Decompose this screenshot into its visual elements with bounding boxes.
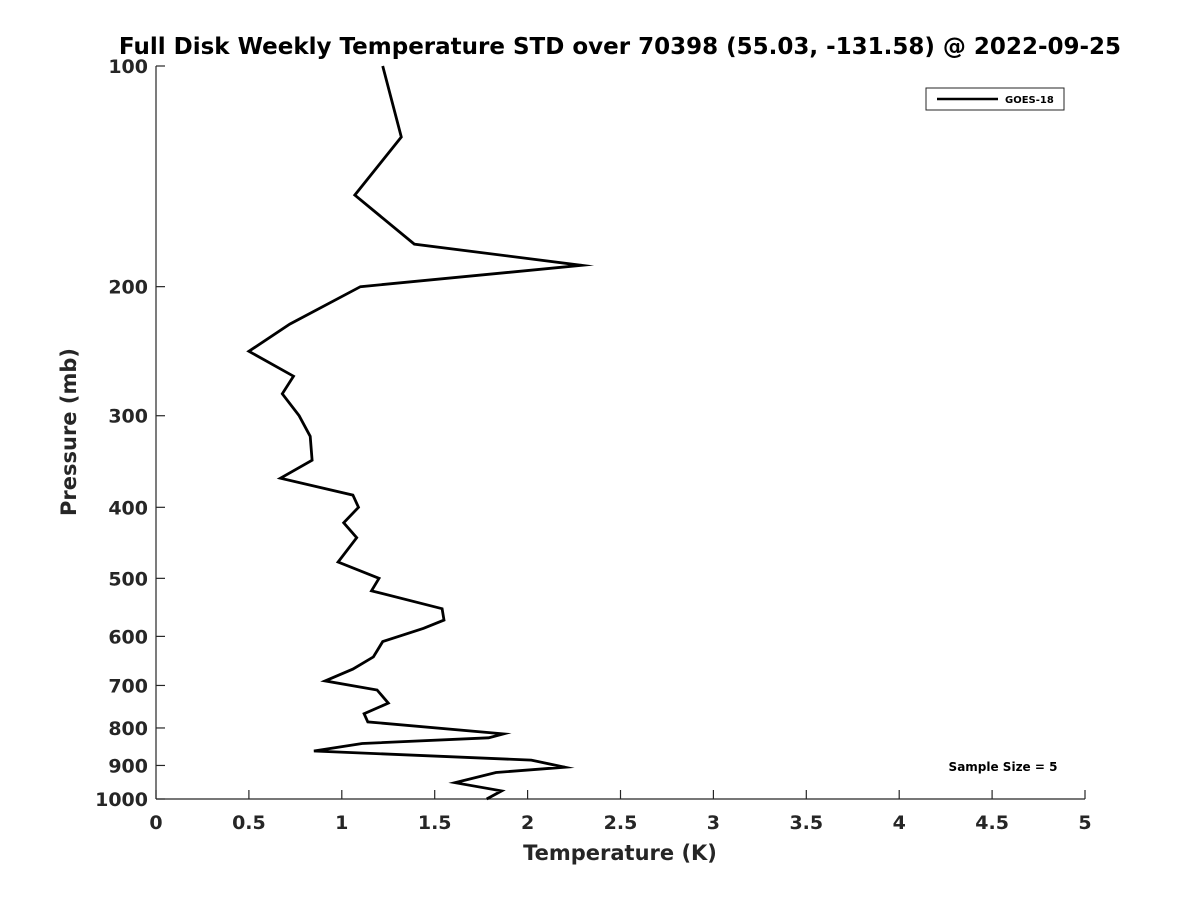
x-tick-label: 0 [149,812,162,834]
y-tick-label: 900 [108,755,148,777]
x-tick-label: 5 [1078,812,1091,834]
x-tick-label: 1 [335,812,348,834]
y-ticks: 100 200 300 400 500 600 700 800 900 1000 [95,56,165,811]
x-tick-label: 1.5 [418,812,452,834]
x-tick-label: 4 [893,812,906,834]
x-tick-label: 3 [707,812,720,834]
x-axis-label: Temperature (K) [523,841,717,865]
sample-size-annotation: Sample Size = 5 [949,760,1058,774]
legend: GOES-18 [925,87,1065,111]
plot-area [156,66,1085,799]
x-tick-label: 4.5 [975,812,1009,834]
y-tick-label: 700 [108,675,148,697]
y-tick-label: 600 [108,626,148,648]
x-tick-label: 3.5 [789,812,823,834]
x-tick-label: 0.5 [232,812,266,834]
series-line-goes-18 [246,65,595,801]
y-tick-label: 500 [108,568,148,590]
x-ticks: 0 0.5 1 1.5 2 2.5 3 3.5 4 4.5 5 [149,790,1092,834]
x-tick-label: 2.5 [604,812,638,834]
x-tick-label: 2 [521,812,534,834]
y-tick-label: 200 [108,277,148,299]
legend-label-goes-18: GOES-18 [1005,95,1054,106]
y-tick-label: 1000 [95,789,148,811]
y-tick-label: 100 [108,56,148,78]
series-layer [246,65,595,801]
y-tick-label: 300 [108,406,148,428]
y-tick-label: 800 [108,718,148,740]
y-axis-label: Pressure (mb) [57,348,81,516]
chart-title: Full Disk Weekly Temperature STD over 70… [119,34,1121,60]
y-tick-label: 400 [108,497,148,519]
